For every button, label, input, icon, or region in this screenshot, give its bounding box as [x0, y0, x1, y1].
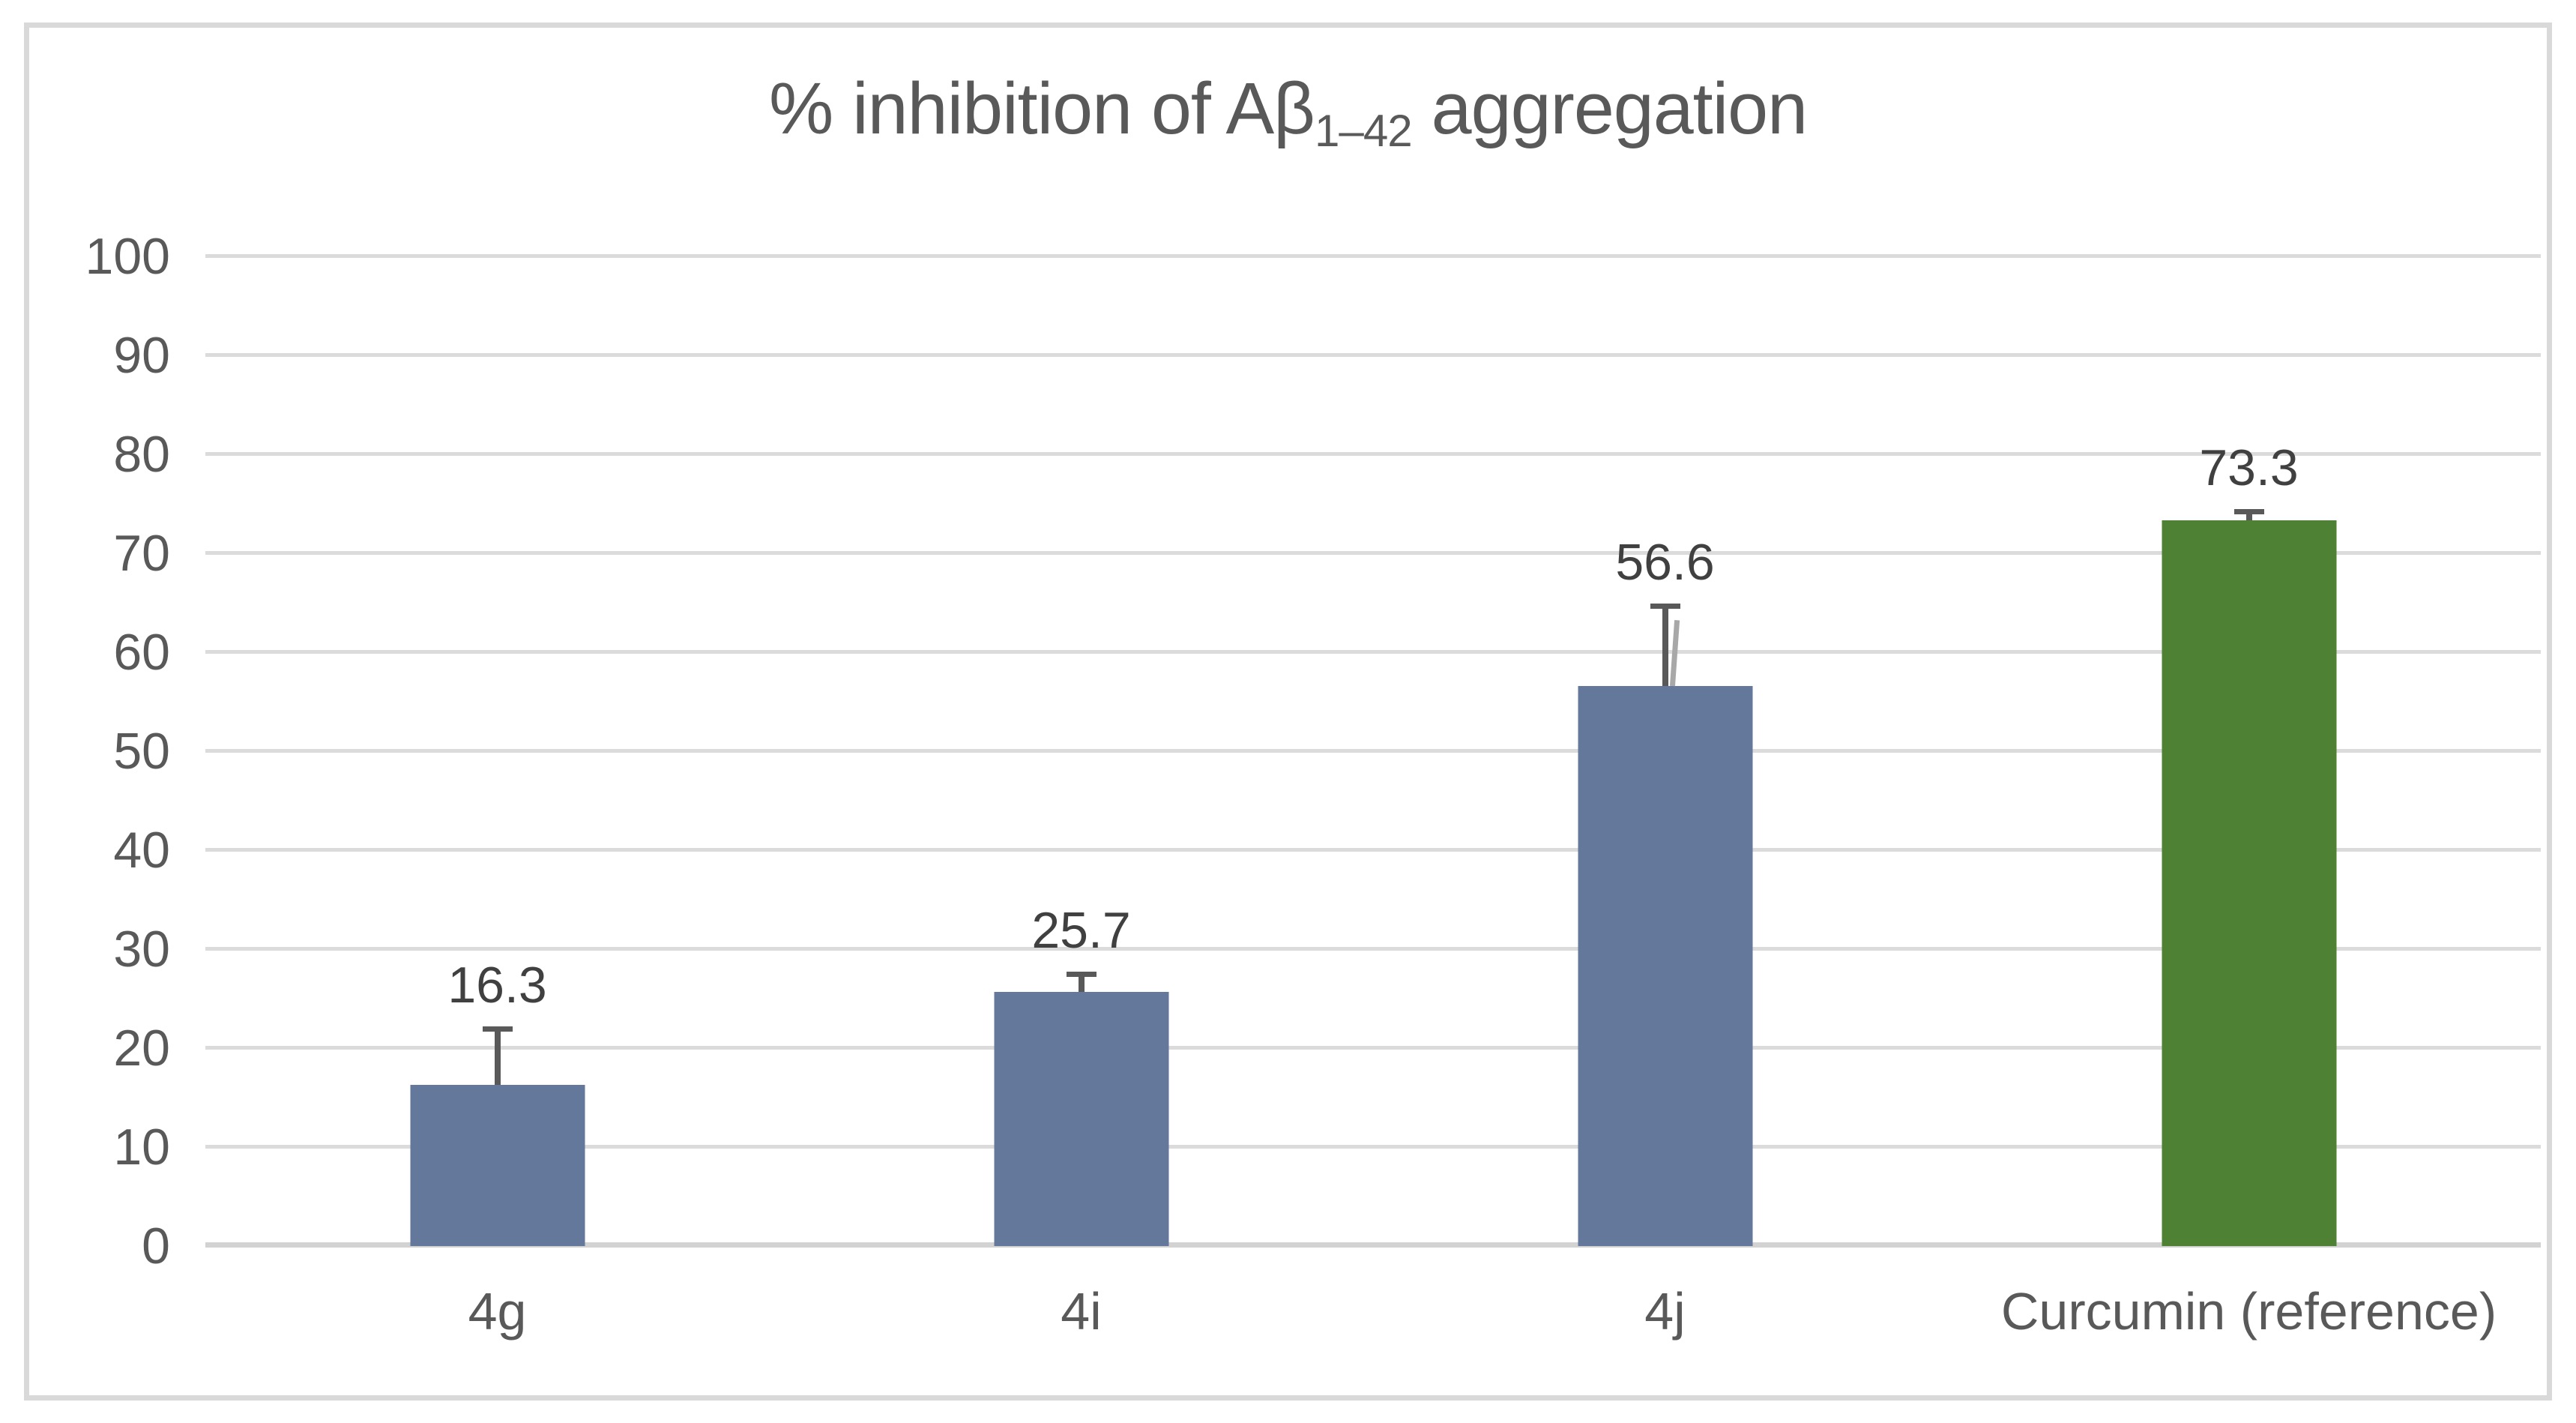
x-category-label: Curcumin (reference) — [2000, 1282, 2497, 1341]
bar-data-label: 73.3 — [2199, 439, 2299, 496]
plot-area: 16.3 25.7 56.6 73.3 — [205, 254, 2541, 1248]
error-bar-line — [1662, 604, 1668, 686]
x-axis-line — [205, 1242, 2541, 1248]
error-bar-cap — [1650, 604, 1680, 610]
bar-4g — [410, 1084, 585, 1246]
error-bar-cap — [482, 1026, 513, 1032]
y-tick-label: 30 — [113, 921, 170, 978]
x-category-label: 4g — [468, 1282, 527, 1341]
chart-title: % inhibition of Aβ1–42 aggregation — [29, 67, 2547, 156]
x-category-label: 4j — [1644, 1282, 1686, 1341]
y-tick-label: 10 — [113, 1119, 170, 1176]
error-bar-cap — [2233, 508, 2264, 514]
error-bar-diagonal-artifact — [1669, 620, 1680, 687]
bar-4i — [994, 991, 1168, 1246]
y-tick-label: 100 — [85, 228, 170, 285]
bar-Curcumin (reference) — [2162, 520, 2336, 1246]
gridline — [205, 1046, 2541, 1050]
bar-data-label: 16.3 — [447, 956, 547, 1014]
y-tick-label: 90 — [113, 327, 170, 384]
error-bar-line — [1078, 972, 1085, 992]
y-tick-label: 50 — [113, 723, 170, 780]
y-tick-label: 60 — [113, 624, 170, 681]
gridline — [205, 947, 2541, 951]
gridline — [205, 848, 2541, 852]
error-bar-cap — [1066, 972, 1097, 978]
bar-4j — [1578, 685, 1752, 1246]
y-tick-label: 0 — [142, 1218, 170, 1275]
bar-data-label: 25.7 — [1031, 902, 1131, 960]
bar-slots: 16.3 25.7 56.6 73.3 — [205, 256, 2541, 1246]
y-tick-label: 20 — [113, 1020, 170, 1077]
gridline — [205, 353, 2541, 357]
error-bar-line — [494, 1026, 501, 1085]
y-tick-label: 80 — [113, 426, 170, 483]
gridline — [205, 254, 2541, 258]
x-category-label: 4i — [1061, 1282, 1102, 1341]
chart-title-subscript: 1–42 — [1314, 105, 1413, 156]
bar-slot: 56.6 — [1373, 256, 1957, 1246]
gridline — [205, 551, 2541, 555]
gridline — [205, 749, 2541, 753]
gridline — [205, 1145, 2541, 1149]
y-tick-label: 70 — [113, 525, 170, 582]
gridline — [205, 650, 2541, 654]
y-tick-label: 40 — [113, 822, 170, 879]
bar-slot: 16.3 — [205, 256, 789, 1246]
bar-slot: 73.3 — [1957, 256, 2541, 1246]
bar-slot: 25.7 — [789, 256, 1373, 1246]
x-axis-labels: 4g 4i 4j Curcumin (reference) — [205, 1281, 2541, 1341]
chart-title-suffix: aggregation — [1411, 67, 1808, 149]
error-bar-line — [2245, 508, 2252, 521]
gridline — [205, 452, 2541, 456]
bar-data-label: 56.6 — [1615, 534, 1715, 592]
chart-frame: % inhibition of Aβ1–42 aggregation 16.3 2… — [24, 22, 2552, 1401]
chart-title-prefix: % inhibition of Aβ — [768, 67, 1315, 149]
